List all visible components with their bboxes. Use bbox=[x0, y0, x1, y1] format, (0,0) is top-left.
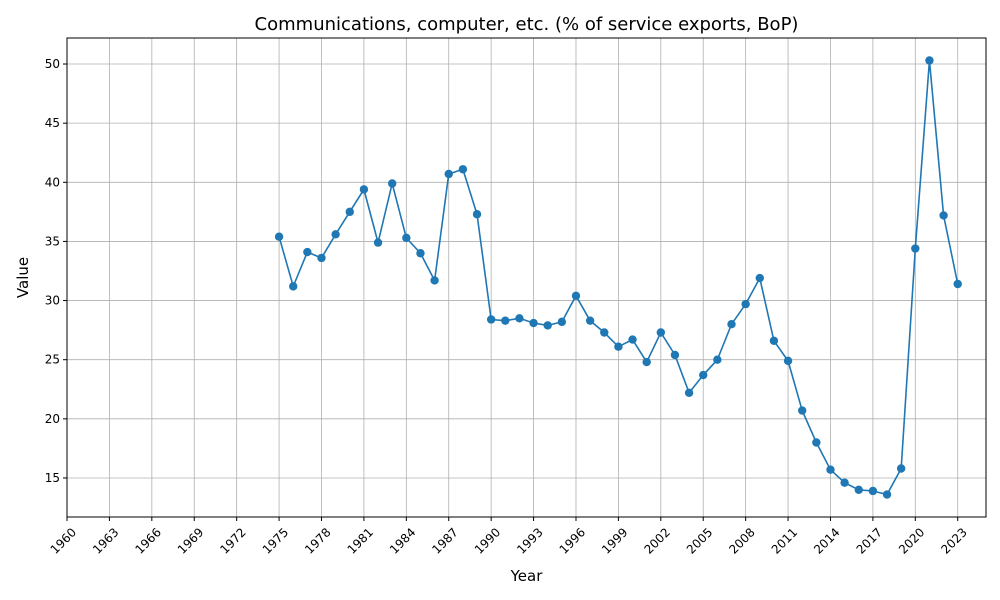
x-tick-label: 2023 bbox=[938, 525, 969, 556]
data-point bbox=[939, 211, 948, 220]
x-tick-label: 1990 bbox=[472, 525, 503, 556]
data-point bbox=[656, 328, 666, 337]
x-tick-label: 2002 bbox=[641, 525, 672, 556]
x-tick-label: 2011 bbox=[769, 525, 800, 556]
data-point bbox=[713, 355, 722, 364]
data-point bbox=[628, 335, 637, 344]
data-point bbox=[812, 438, 821, 447]
x-tick-label: 1999 bbox=[599, 525, 630, 556]
data-point bbox=[501, 316, 510, 325]
data-point bbox=[868, 486, 878, 496]
data-point bbox=[600, 328, 609, 337]
data-point bbox=[642, 357, 651, 367]
x-tick-label: 2008 bbox=[726, 525, 757, 556]
data-point bbox=[402, 233, 411, 243]
data-point bbox=[699, 370, 708, 380]
data-point bbox=[585, 316, 595, 325]
data-point bbox=[911, 244, 920, 253]
y-tick-label: 30 bbox=[45, 294, 60, 308]
data-point bbox=[727, 320, 736, 329]
data-point bbox=[614, 342, 623, 351]
data-point bbox=[557, 317, 567, 327]
x-tick-label: 2014 bbox=[811, 525, 842, 556]
y-axis-label: Value bbox=[14, 257, 32, 298]
data-point bbox=[798, 406, 807, 415]
x-tick-label: 1966 bbox=[132, 525, 163, 556]
data-point bbox=[882, 490, 892, 499]
x-tick-label: 2005 bbox=[684, 525, 715, 556]
data-point bbox=[741, 299, 750, 309]
x-tick-label: 1969 bbox=[175, 525, 206, 556]
data-point bbox=[571, 291, 581, 301]
data-point bbox=[854, 485, 863, 494]
x-axis-ticks: 1960 1963 1966 1969 1972 1975 1978 1981 1984 1987… bbox=[48, 517, 970, 557]
y-tick-label: 45 bbox=[45, 116, 60, 130]
x-axis-label: Year bbox=[510, 567, 544, 585]
x-tick-label: 1984 bbox=[387, 525, 418, 556]
y-axis-ticks: 15 20 25 30 35 40 45 50 bbox=[45, 57, 67, 485]
y-tick-label: 50 bbox=[45, 57, 60, 71]
data-point bbox=[755, 273, 764, 283]
data-point bbox=[896, 464, 906, 473]
chart-title: Communications, computer, etc. (% of ser… bbox=[255, 14, 799, 35]
y-tick-label: 25 bbox=[45, 353, 60, 367]
data-point bbox=[486, 315, 496, 324]
data-point bbox=[826, 465, 835, 474]
x-tick-label: 1975 bbox=[260, 525, 291, 556]
x-tick-label: 1996 bbox=[557, 525, 588, 556]
x-tick-label: 1960 bbox=[48, 525, 79, 556]
x-tick-label: 1981 bbox=[345, 525, 376, 556]
x-tick-label: 2017 bbox=[854, 525, 885, 556]
data-point bbox=[359, 185, 369, 194]
data-point bbox=[670, 350, 680, 360]
data-point bbox=[840, 478, 849, 487]
data-point bbox=[289, 282, 298, 291]
y-tick-label: 40 bbox=[45, 175, 60, 189]
data-point bbox=[953, 279, 962, 289]
x-tick-label: 2020 bbox=[896, 525, 927, 556]
series bbox=[274, 56, 962, 499]
plot-area-frame bbox=[66, 37, 987, 518]
data-point bbox=[274, 232, 284, 241]
data-point bbox=[303, 247, 312, 257]
data-point bbox=[529, 318, 538, 328]
x-tick-label: 1978 bbox=[302, 525, 333, 556]
data-point bbox=[515, 314, 524, 323]
data-point bbox=[783, 356, 793, 366]
x-tick-label: 1993 bbox=[514, 525, 545, 556]
data-point bbox=[472, 210, 482, 219]
data-point bbox=[458, 165, 468, 174]
data-point bbox=[444, 169, 453, 179]
data-point bbox=[543, 321, 552, 330]
data-point bbox=[387, 179, 397, 188]
y-tick-label: 20 bbox=[45, 412, 60, 426]
data-point bbox=[416, 249, 425, 258]
data-point bbox=[331, 230, 340, 239]
data-point bbox=[373, 238, 383, 247]
data-point bbox=[345, 207, 354, 217]
y-tick-label: 35 bbox=[45, 234, 60, 248]
data-point bbox=[430, 276, 439, 285]
y-tick-label: 15 bbox=[45, 471, 60, 485]
grid bbox=[66, 38, 986, 517]
data-point bbox=[925, 56, 934, 65]
x-tick-label: 1963 bbox=[90, 525, 121, 556]
x-tick-label: 1987 bbox=[429, 525, 460, 556]
x-tick-label: 1972 bbox=[217, 525, 248, 556]
data-point bbox=[317, 253, 326, 263]
data-point bbox=[769, 336, 779, 345]
data-point bbox=[684, 388, 694, 398]
